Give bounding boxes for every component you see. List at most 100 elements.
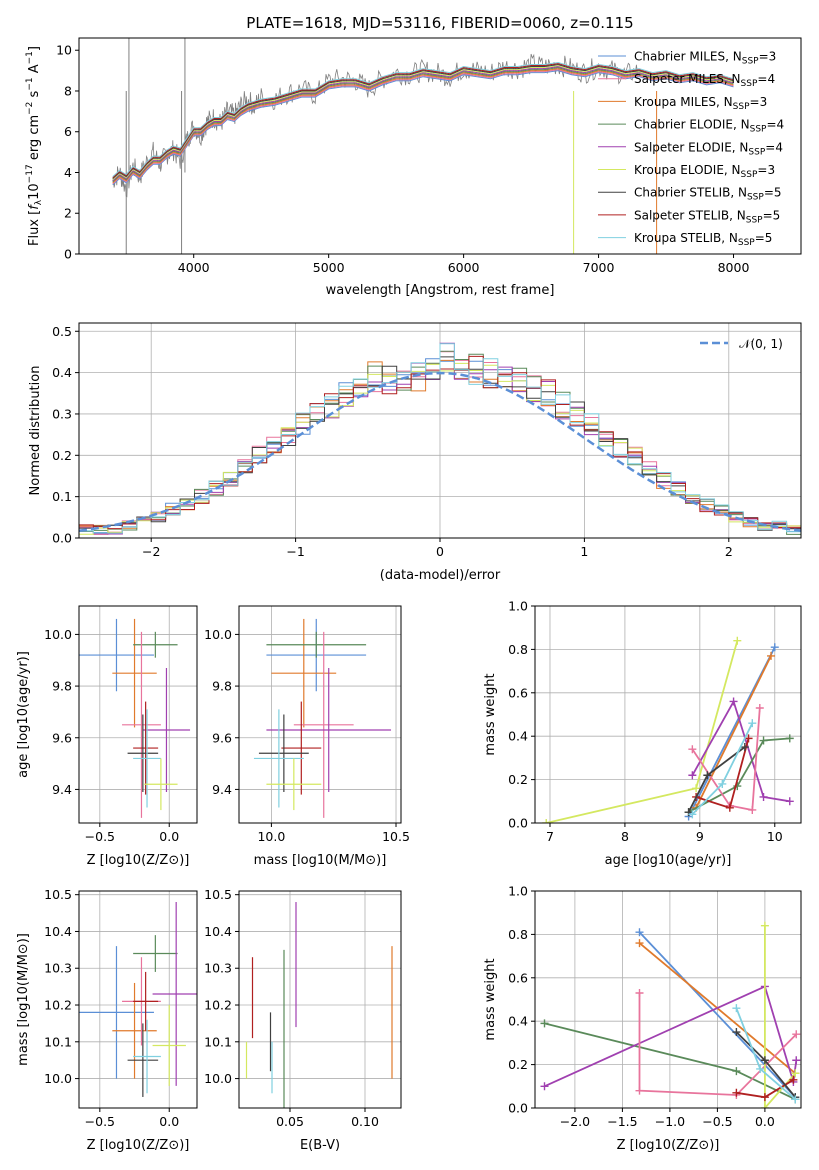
y-tick-label: 0.8	[508, 927, 528, 942]
legend-entry: 𝒩(0, 1)	[739, 337, 783, 351]
x-tick-label: 9	[696, 829, 704, 844]
weight-line	[695, 655, 772, 809]
y-tick-label: 0.2	[508, 1057, 528, 1072]
model-line	[112, 61, 734, 177]
plus-marker	[733, 782, 742, 791]
plot-area-mass-vs-EBV	[245, 902, 393, 1108]
plus-marker	[759, 792, 768, 801]
x-axis-label: (data-model)/error	[380, 568, 501, 583]
x-tick-label: 2	[725, 544, 733, 559]
y-tick-label: 0.6	[508, 970, 528, 985]
plus-marker	[732, 1028, 741, 1037]
y-tick-label: 0	[64, 247, 72, 262]
plus-marker	[760, 1056, 769, 1065]
y-tick-label: 10.5	[44, 887, 72, 902]
legend-entry: Kroupa STELIB, NSSP=5	[634, 231, 772, 248]
axes-weight-vs-age: 7 8 9 10 0.0 0.2 0.4 0.6 0.8 1.0	[508, 599, 802, 844]
plus-marker	[785, 797, 794, 806]
y-tick-label: 10.2	[204, 998, 232, 1013]
y-tick-label: 10.3	[204, 961, 232, 976]
y-tick-label: 9.8	[52, 679, 72, 694]
y-tick-label: 10.0	[44, 627, 72, 642]
y-tick-label: 0.3	[52, 406, 72, 421]
x-tick-label: 10.0	[257, 829, 285, 844]
legend-entry: Salpeter STELIB, NSSP=5	[634, 208, 780, 225]
x-tick-label: −0.5	[702, 1114, 732, 1129]
x-tick-label: 0.05	[276, 1114, 304, 1129]
weight-line	[691, 707, 761, 812]
axes-frame	[78, 37, 802, 255]
y-axis-label: age [log10(age/yr)]	[16, 651, 31, 778]
plot-area-age-vs-mass	[253, 618, 392, 818]
y-axis-label: Flux [fλ10−17 erg cm−2 s−1 A−1]	[25, 46, 44, 246]
x-tick-label: −0.5	[85, 1114, 115, 1129]
axes-frame	[238, 605, 402, 824]
x-axis-label: Z [log10(Z/Z⊙)]	[87, 1138, 190, 1153]
x-tick-label: −1.5	[607, 1114, 637, 1129]
model-line	[112, 65, 734, 181]
x-tick-label: 0.0	[159, 829, 179, 844]
plus-marker	[542, 819, 551, 823]
histogram-step	[79, 343, 801, 534]
x-axis-label: E(B-V)	[300, 1138, 340, 1153]
y-tick-label: 2	[64, 206, 72, 221]
plus-marker	[635, 939, 644, 948]
y-tick-label: 9.4	[52, 782, 72, 797]
y-tick-label: 1.0	[508, 884, 528, 899]
plus-marker	[767, 651, 776, 660]
y-tick-label: 1.0	[508, 599, 528, 614]
x-tick-label: 0.10	[351, 1114, 379, 1129]
plus-marker	[692, 784, 701, 793]
plus-marker	[755, 703, 764, 712]
x-tick-label: 10.5	[382, 829, 410, 844]
y-tick-label: 0.2	[52, 448, 72, 463]
y-tick-label: 0.4	[508, 729, 528, 744]
x-tick-label: 10	[767, 829, 783, 844]
x-tick-label: −2.0	[560, 1114, 590, 1129]
x-tick-label: 6000	[448, 260, 480, 275]
x-tick-label: −1	[286, 544, 304, 559]
y-tick-label: 10.0	[204, 627, 232, 642]
y-tick-label: 9.8	[212, 679, 232, 694]
y-tick-label: 10.0	[44, 1071, 72, 1086]
weight-line	[691, 699, 790, 803]
plus-marker	[732, 1067, 741, 1076]
plus-marker	[635, 928, 644, 937]
plus-marker	[791, 1069, 800, 1078]
axes-mass-vs-Z: −0.5 0.0 10.0 10.1 10.2 10.3 10.4 10.5	[44, 887, 198, 1129]
x-tick-label: −2	[142, 544, 160, 559]
y-tick-label: 10.5	[204, 887, 232, 902]
y-tick-label: 0.0	[52, 531, 72, 546]
plus-marker	[688, 745, 697, 754]
plot-area-mass-vs-Z	[79, 902, 197, 1097]
y-tick-label: 9.6	[52, 730, 72, 745]
axes-age-vs-Z: −0.5 0.0 9.4 9.6 9.8 10.0	[44, 605, 198, 844]
plot-area-weight-vs-age	[542, 636, 794, 823]
plus-marker	[635, 988, 644, 997]
axes-frame	[238, 890, 402, 1109]
model-line	[112, 66, 734, 183]
plus-marker	[718, 779, 727, 788]
y-tick-label: 0.1	[52, 489, 72, 504]
plus-marker	[792, 1056, 801, 1065]
plus-marker	[748, 805, 757, 814]
weight-line	[638, 931, 796, 1098]
plus-marker	[791, 1095, 800, 1104]
plus-marker	[760, 921, 769, 930]
plus-marker	[744, 734, 753, 743]
plus-marker	[740, 743, 749, 752]
chart-title: PLATE=1618, MJD=53116, FIBERID=0060, z=0…	[246, 14, 633, 32]
y-tick-label: 4	[64, 165, 72, 180]
legend-entry: Chabrier ELODIE, NSSP=4	[634, 118, 784, 135]
x-axis-label: mass [log10(M/M⊙)]	[254, 853, 387, 868]
plus-marker	[729, 697, 738, 706]
plus-marker	[759, 736, 768, 745]
model-line	[112, 69, 734, 185]
legend: Chabrier MILES, NSSP=3 Salpeter MILES, NS…	[598, 50, 784, 248]
axes-frame	[534, 605, 802, 824]
plus-marker	[725, 803, 734, 812]
plus-marker	[789, 1075, 798, 1084]
plus-marker	[732, 1004, 741, 1013]
plus-marker	[748, 719, 757, 728]
model-line	[112, 63, 734, 179]
